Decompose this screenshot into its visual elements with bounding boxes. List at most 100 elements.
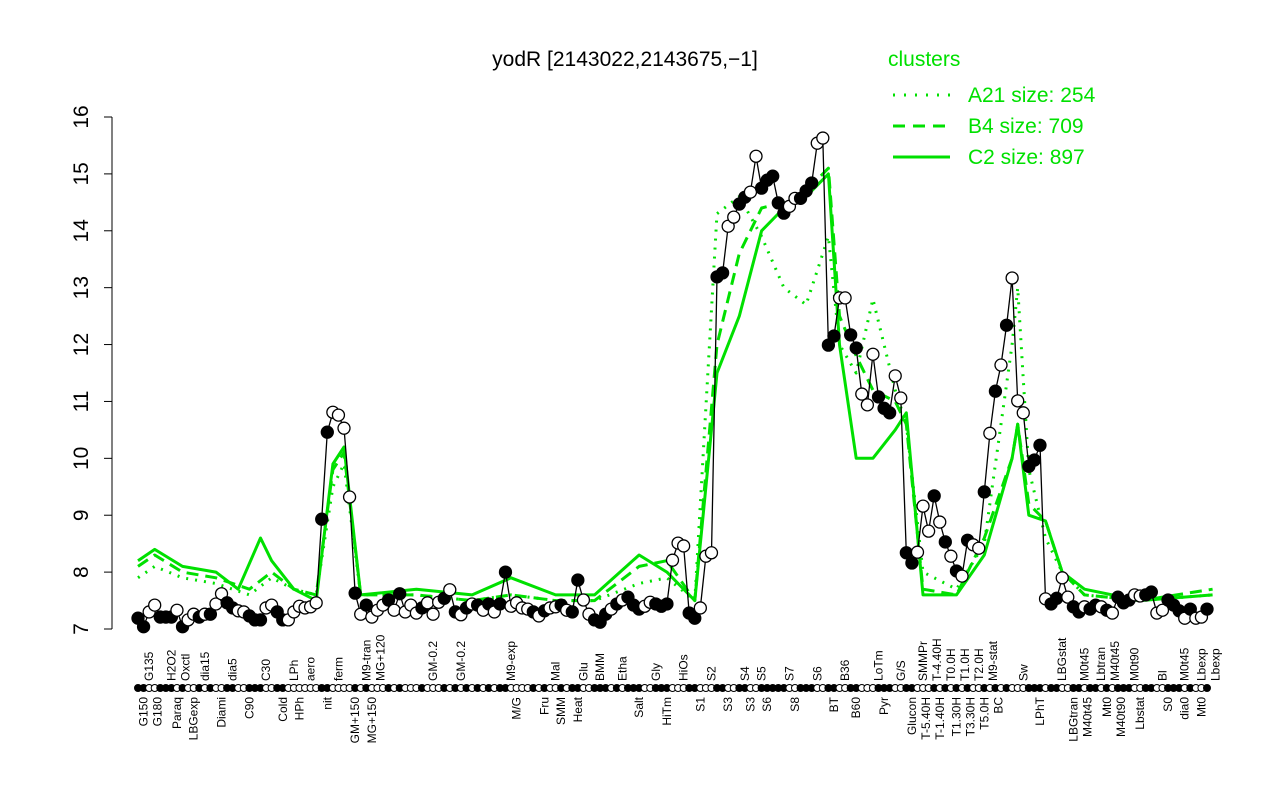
- data-point: [916, 499, 930, 513]
- x-tick-label-bottom: T1.30H: [950, 697, 964, 736]
- data-point: [381, 593, 396, 607]
- data-point: [855, 387, 869, 401]
- x-tick-label-bottom: dia0: [1178, 697, 1192, 720]
- data-point: [1016, 406, 1030, 420]
- data-point: [320, 425, 334, 439]
- x-tick-label-bottom: M/G: [510, 697, 524, 720]
- data-point: [1144, 585, 1158, 599]
- x-tick-label-top: Gly: [649, 663, 663, 681]
- data-point: [938, 535, 952, 549]
- x-tick-label-bottom: LPhT: [1033, 696, 1047, 725]
- x-tick-label-bottom: C90: [242, 697, 256, 719]
- x-tick-label-top: M0t90: [1128, 647, 1142, 681]
- cluster-line-c2: [137, 172, 1213, 603]
- x-tick-label-top: Etha: [615, 656, 629, 681]
- x-tick-label-top: T1.0H: [958, 648, 972, 681]
- data-point: [660, 597, 674, 611]
- x-tick-label-bottom: Fru: [537, 697, 551, 715]
- x-tick-label-top: G135: [142, 651, 156, 681]
- x-tick-label-bottom: BT: [827, 696, 841, 712]
- x-tick-label-top: M0t45: [1178, 647, 1192, 681]
- y-tick-label: 13: [70, 276, 93, 299]
- x-tick-label-bottom: S0: [1161, 697, 1175, 712]
- x-tick-label-top: Lbtran: [1094, 647, 1108, 681]
- y-tick-label: 10: [70, 447, 93, 470]
- data-point: [749, 149, 763, 163]
- x-tick-label-bottom: S3: [721, 697, 735, 712]
- x-tick-label-top: M9-stat: [986, 640, 1000, 681]
- x-tick-label-top: S2: [705, 666, 719, 681]
- data-point: [148, 598, 162, 612]
- x-tick-label-bottom: BC: [992, 697, 1006, 714]
- x-tick-label-bottom: LBGtran: [1066, 697, 1080, 742]
- x-tick-label-bottom: B60: [849, 697, 863, 719]
- x-tick-label-bottom: Mt0: [1100, 697, 1114, 717]
- data-point: [727, 210, 741, 224]
- data-point: [1200, 602, 1214, 616]
- x-tick-label-top: SMMPr: [916, 641, 930, 681]
- expression-line: [137, 136, 1208, 629]
- data-point: [688, 611, 702, 625]
- x-tick-label-bottom: MG+150: [365, 697, 379, 744]
- x-tick-labels: G135 H2O2 Oxctl dia15 dia5 C30 LPh aero ferm M9-t…: [137, 634, 1223, 743]
- x-tick-label-top: S4: [738, 666, 752, 681]
- y-tick-label: 16: [70, 105, 93, 128]
- x-tick-label-top: BMM: [593, 653, 607, 681]
- data-point: [359, 598, 373, 612]
- data-point: [665, 553, 680, 567]
- x-tick-label-bottom: Pyr: [877, 697, 891, 715]
- data-point: [972, 541, 986, 555]
- x-tick-label-bottom: S6: [760, 697, 774, 712]
- x-tick-label-bottom: Diami: [215, 697, 229, 728]
- data-point: [882, 406, 897, 420]
- x-tick-label-bottom: S3: [743, 697, 757, 712]
- x-tick-label-top: S5: [755, 666, 769, 681]
- legend-label-b4: B4 size: 709: [968, 115, 1084, 138]
- x-tick-label-bottom: G180: [151, 697, 165, 727]
- x-tick-label-bottom: T-5.40H: [919, 697, 933, 740]
- data-point: [927, 489, 941, 503]
- data-point: [203, 607, 218, 621]
- data-point: [571, 573, 585, 587]
- data-point: [921, 524, 936, 538]
- x-tick-label-top: M9-tran: [359, 640, 373, 681]
- x-rug: [134, 684, 1211, 692]
- x-tick-label-bottom: HPh: [293, 697, 307, 720]
- x-tick-label-bottom: Glucon: [905, 697, 919, 735]
- y-tick-label: 14: [70, 219, 93, 243]
- y-tick-label: 8: [70, 566, 93, 578]
- data-point: [337, 421, 351, 435]
- x-tick-label-bottom: Lbstat: [1133, 696, 1147, 729]
- y-tick-label: 7: [70, 623, 93, 635]
- data-point: [426, 607, 440, 621]
- data-point: [944, 549, 958, 563]
- data-point: [1155, 603, 1170, 617]
- x-tick-label-top: M0t45: [1078, 647, 1092, 681]
- data-point: [136, 620, 151, 634]
- data-point: [994, 358, 1008, 372]
- data-point: [1005, 271, 1019, 285]
- data-point: [443, 583, 457, 597]
- data-point: [871, 390, 886, 404]
- x-tick-label-top: Bl: [1156, 670, 1170, 681]
- x-tick-label-top: GM-0.2: [426, 641, 440, 681]
- y-tick-label: 15: [70, 162, 93, 185]
- data-point: [910, 545, 925, 559]
- x-tick-label-top: dia5: [226, 658, 240, 681]
- data-point: [1027, 453, 1042, 467]
- data-point: [676, 539, 691, 553]
- data-point: [315, 512, 329, 526]
- x-tick-label-bottom: M40t45: [1080, 697, 1094, 737]
- data-point: [766, 169, 780, 183]
- data-point: [955, 569, 969, 583]
- data-point: [704, 546, 719, 560]
- data-point: [498, 565, 513, 579]
- data-point: [342, 490, 357, 504]
- x-tick-label-top: aero: [304, 657, 318, 681]
- x-tick-label-bottom: GM+150: [348, 697, 362, 744]
- x-tick-label-bottom: nit: [320, 696, 334, 709]
- data-point: [860, 398, 875, 412]
- x-tick-label-bottom: S8: [788, 697, 802, 712]
- data-point: [420, 596, 435, 610]
- data-point: [1061, 590, 1075, 604]
